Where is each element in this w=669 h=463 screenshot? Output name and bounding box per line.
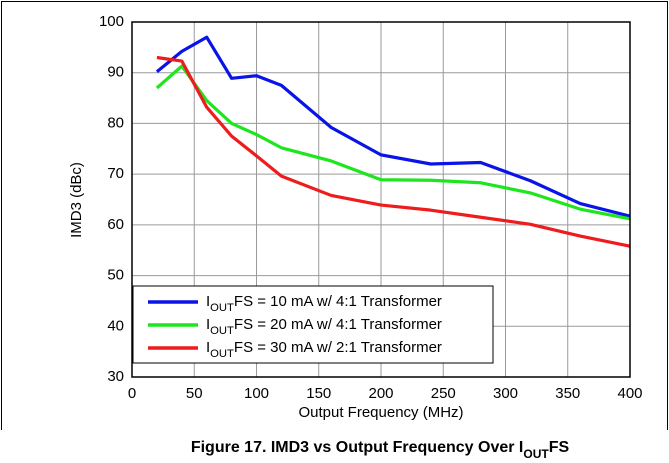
- y-tick-label: 30: [107, 368, 124, 385]
- y-tick-label: 50: [107, 267, 124, 284]
- frame: [1, 1, 668, 430]
- y-tick-label: 60: [107, 216, 124, 233]
- legend-label: IOUTFS = 30 mA w/ 2:1 Transformer: [206, 339, 442, 360]
- y-tick-label: 100: [99, 13, 124, 30]
- y-axis-label: IMD3 (dBc): [68, 162, 85, 238]
- series-line: [155, 64, 631, 221]
- x-tick-label: 150: [306, 385, 331, 402]
- x-axis-label: Output Frequency (MHz): [298, 404, 463, 421]
- x-tick-label: 350: [555, 385, 580, 402]
- caption: Figure 17. IMD3 vs Output Frequency Over…: [191, 439, 570, 461]
- y-tick-label: 40: [107, 317, 124, 334]
- plot-border: [131, 21, 631, 378]
- x-tick-label: 100: [244, 385, 269, 402]
- y-tick-label: 70: [107, 165, 124, 182]
- series-line: [156, 55, 631, 248]
- x-tick-label: 400: [617, 385, 642, 402]
- x-tick-label: 0: [128, 385, 136, 402]
- series-line: [155, 35, 631, 218]
- y-tick-label: 80: [107, 114, 124, 131]
- x-tick-label: 200: [368, 385, 393, 402]
- legend-label: IOUTFS = 10 mA w/ 4:1 Transformer: [206, 293, 442, 314]
- x-tick-label: 300: [493, 385, 518, 402]
- legend-label: IOUTFS = 20 mA w/ 4:1 Transformer: [206, 316, 442, 337]
- y-tick-label: 90: [107, 64, 124, 81]
- x-tick-label: 50: [186, 385, 203, 402]
- x-tick-label: 250: [431, 385, 456, 402]
